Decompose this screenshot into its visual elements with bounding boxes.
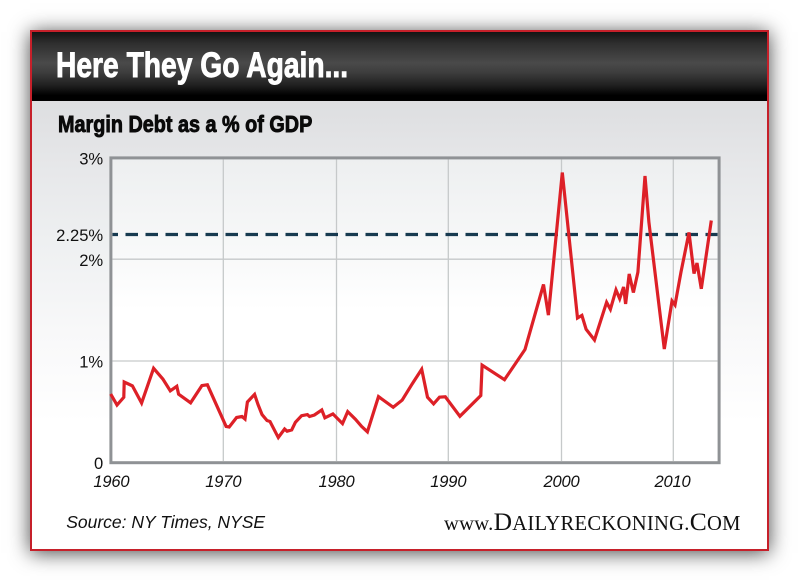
svg-text:3%: 3% bbox=[79, 150, 103, 169]
svg-text:2000: 2000 bbox=[542, 473, 580, 491]
svg-text:0: 0 bbox=[94, 454, 103, 473]
svg-text:www.DAILYRECKONING.COM: www.DAILYRECKONING.COM bbox=[444, 507, 741, 536]
svg-text:2.25%: 2.25% bbox=[56, 226, 103, 245]
svg-text:Source: NY Times, NYSE: Source: NY Times, NYSE bbox=[66, 512, 265, 532]
svg-text:2%: 2% bbox=[79, 251, 103, 270]
svg-text:2010: 2010 bbox=[653, 473, 691, 491]
svg-text:1980: 1980 bbox=[318, 473, 355, 491]
svg-text:1%: 1% bbox=[79, 353, 103, 372]
svg-text:1990: 1990 bbox=[430, 473, 467, 491]
svg-text:1970: 1970 bbox=[205, 473, 242, 491]
svg-text:1960: 1960 bbox=[93, 473, 130, 491]
